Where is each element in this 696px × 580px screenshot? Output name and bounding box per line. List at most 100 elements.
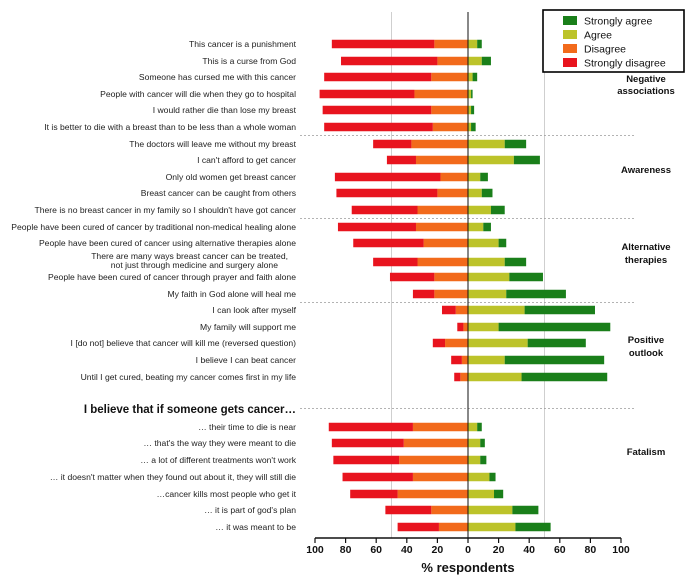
bar-strongly-disagree — [386, 155, 416, 165]
bar-disagree — [412, 472, 468, 482]
bar-strongly-agree — [513, 155, 540, 165]
row-label: I [do not] believe that cancer will kill… — [71, 338, 297, 348]
row-label: Breast cancer can be caught from others — [141, 188, 296, 198]
bar-strongly-disagree — [331, 39, 435, 49]
bar-strongly-agree — [515, 522, 551, 532]
x-tick-label: 40 — [523, 544, 535, 556]
row-label: … it is part of god's plan — [204, 505, 296, 515]
x-tick-label: 0 — [465, 544, 471, 556]
bar-strongly-disagree — [351, 205, 418, 215]
bar-disagree — [414, 89, 468, 99]
bar-disagree — [460, 372, 468, 382]
row-label: There is no breast cancer in my family s… — [35, 205, 297, 215]
bar-strongly-disagree — [397, 522, 439, 532]
bar-agree — [468, 188, 482, 198]
row-label: People have been cured of cancer using a… — [39, 238, 296, 248]
legend-swatch-disagree — [563, 44, 577, 53]
bar-strongly-disagree — [319, 89, 415, 99]
legend-label-strongly-agree: Strongly agree — [584, 16, 652, 28]
bar-strongly-disagree — [342, 472, 413, 482]
group-label: Alternative therapies — [621, 242, 670, 266]
bar-strongly-agree — [490, 205, 505, 215]
group-labels: Negative associations Awareness Alternative… — [617, 74, 675, 458]
row-label: The doctors will leave me without my bre… — [129, 139, 296, 149]
bar-agree — [468, 205, 491, 215]
bar-disagree — [445, 338, 468, 348]
row-label: I would rather die than lose my breast — [153, 105, 297, 115]
bar-strongly-disagree — [337, 222, 416, 232]
bar-strongly-disagree — [333, 455, 400, 465]
bar-strongly-agree — [506, 289, 566, 299]
bar-disagree — [431, 72, 468, 82]
legend-label-agree: Agree — [584, 30, 612, 42]
row-label: Until I get cured, beating my cancer com… — [81, 372, 297, 382]
bar-strongly-agree — [481, 56, 491, 66]
x-tick-label: 80 — [585, 544, 597, 556]
bar-agree — [468, 272, 510, 282]
bar-agree — [468, 355, 505, 365]
group-label: Positive outlook — [628, 335, 664, 359]
x-axis-title: % respondents — [421, 560, 514, 575]
bar-strongly-agree — [509, 272, 543, 282]
bar-agree — [468, 122, 472, 132]
row-label: …cancer kills most people who get it — [157, 489, 297, 499]
bar-agree — [468, 257, 505, 267]
row-label: My faith in God alone will heal me — [168, 289, 297, 299]
bar-agree — [468, 455, 481, 465]
bar-disagree — [440, 172, 468, 182]
bar-disagree — [415, 222, 468, 232]
bar-disagree — [417, 205, 468, 215]
row-label: I believe I can beat cancer — [196, 355, 296, 365]
bar-disagree — [434, 272, 468, 282]
bar-strongly-disagree — [373, 139, 412, 149]
bar-strongly-agree — [489, 472, 496, 482]
bar-disagree — [415, 155, 468, 165]
x-tick-label: 80 — [340, 544, 352, 556]
bars — [319, 39, 611, 532]
bar-agree — [468, 305, 525, 315]
legend-label-strongly-disagree: Strongly disagree — [584, 58, 666, 70]
row-label: People have been cured of cancer by trad… — [11, 222, 296, 232]
bar-strongly-agree — [477, 422, 482, 432]
bar-agree — [468, 155, 514, 165]
row-label: … a lot of different treatments won't wo… — [140, 455, 296, 465]
bar-strongly-agree — [480, 438, 485, 448]
bar-disagree — [434, 39, 468, 49]
bar-strongly-agree — [480, 172, 488, 182]
bar-strongly-agree — [521, 372, 608, 382]
x-tick-label: 100 — [306, 544, 324, 556]
bar-strongly-agree — [494, 489, 504, 499]
bar-strongly-disagree — [331, 438, 404, 448]
legend-swatch-strongly-disagree — [563, 58, 577, 67]
bar-agree — [468, 489, 495, 499]
bar-disagree — [461, 355, 468, 365]
bar-agree — [468, 322, 499, 332]
bar-disagree — [463, 322, 468, 332]
bar-strongly-agree — [512, 505, 539, 515]
bar-agree — [468, 139, 505, 149]
row-label: This cancer is a punishment — [189, 39, 297, 49]
bar-disagree — [432, 122, 468, 132]
row-label: Someone has cursed me with this cancer — [139, 72, 296, 82]
bar-disagree — [423, 238, 468, 248]
bar-disagree — [412, 422, 468, 432]
bar-strongly-disagree — [322, 105, 432, 115]
row-label: … that's the way they were meant to die — [143, 438, 296, 448]
bar-agree — [468, 438, 481, 448]
bar-agree — [468, 72, 473, 82]
row-label: … it was meant to be — [215, 522, 296, 532]
bar-agree — [468, 505, 513, 515]
group-label: Negative associations — [617, 74, 675, 97]
bar-disagree — [437, 188, 468, 198]
bar-agree — [468, 238, 499, 248]
group-label: Fatalism — [627, 447, 666, 458]
bar-strongly-agree — [504, 139, 527, 149]
bar-strongly-disagree — [334, 172, 441, 182]
bar-agree — [468, 422, 478, 432]
bar-agree — [468, 105, 472, 115]
bar-disagree — [417, 257, 468, 267]
bar-strongly-agree — [498, 238, 507, 248]
x-tick-label: 20 — [432, 544, 444, 556]
bar-strongly-agree — [472, 72, 478, 82]
